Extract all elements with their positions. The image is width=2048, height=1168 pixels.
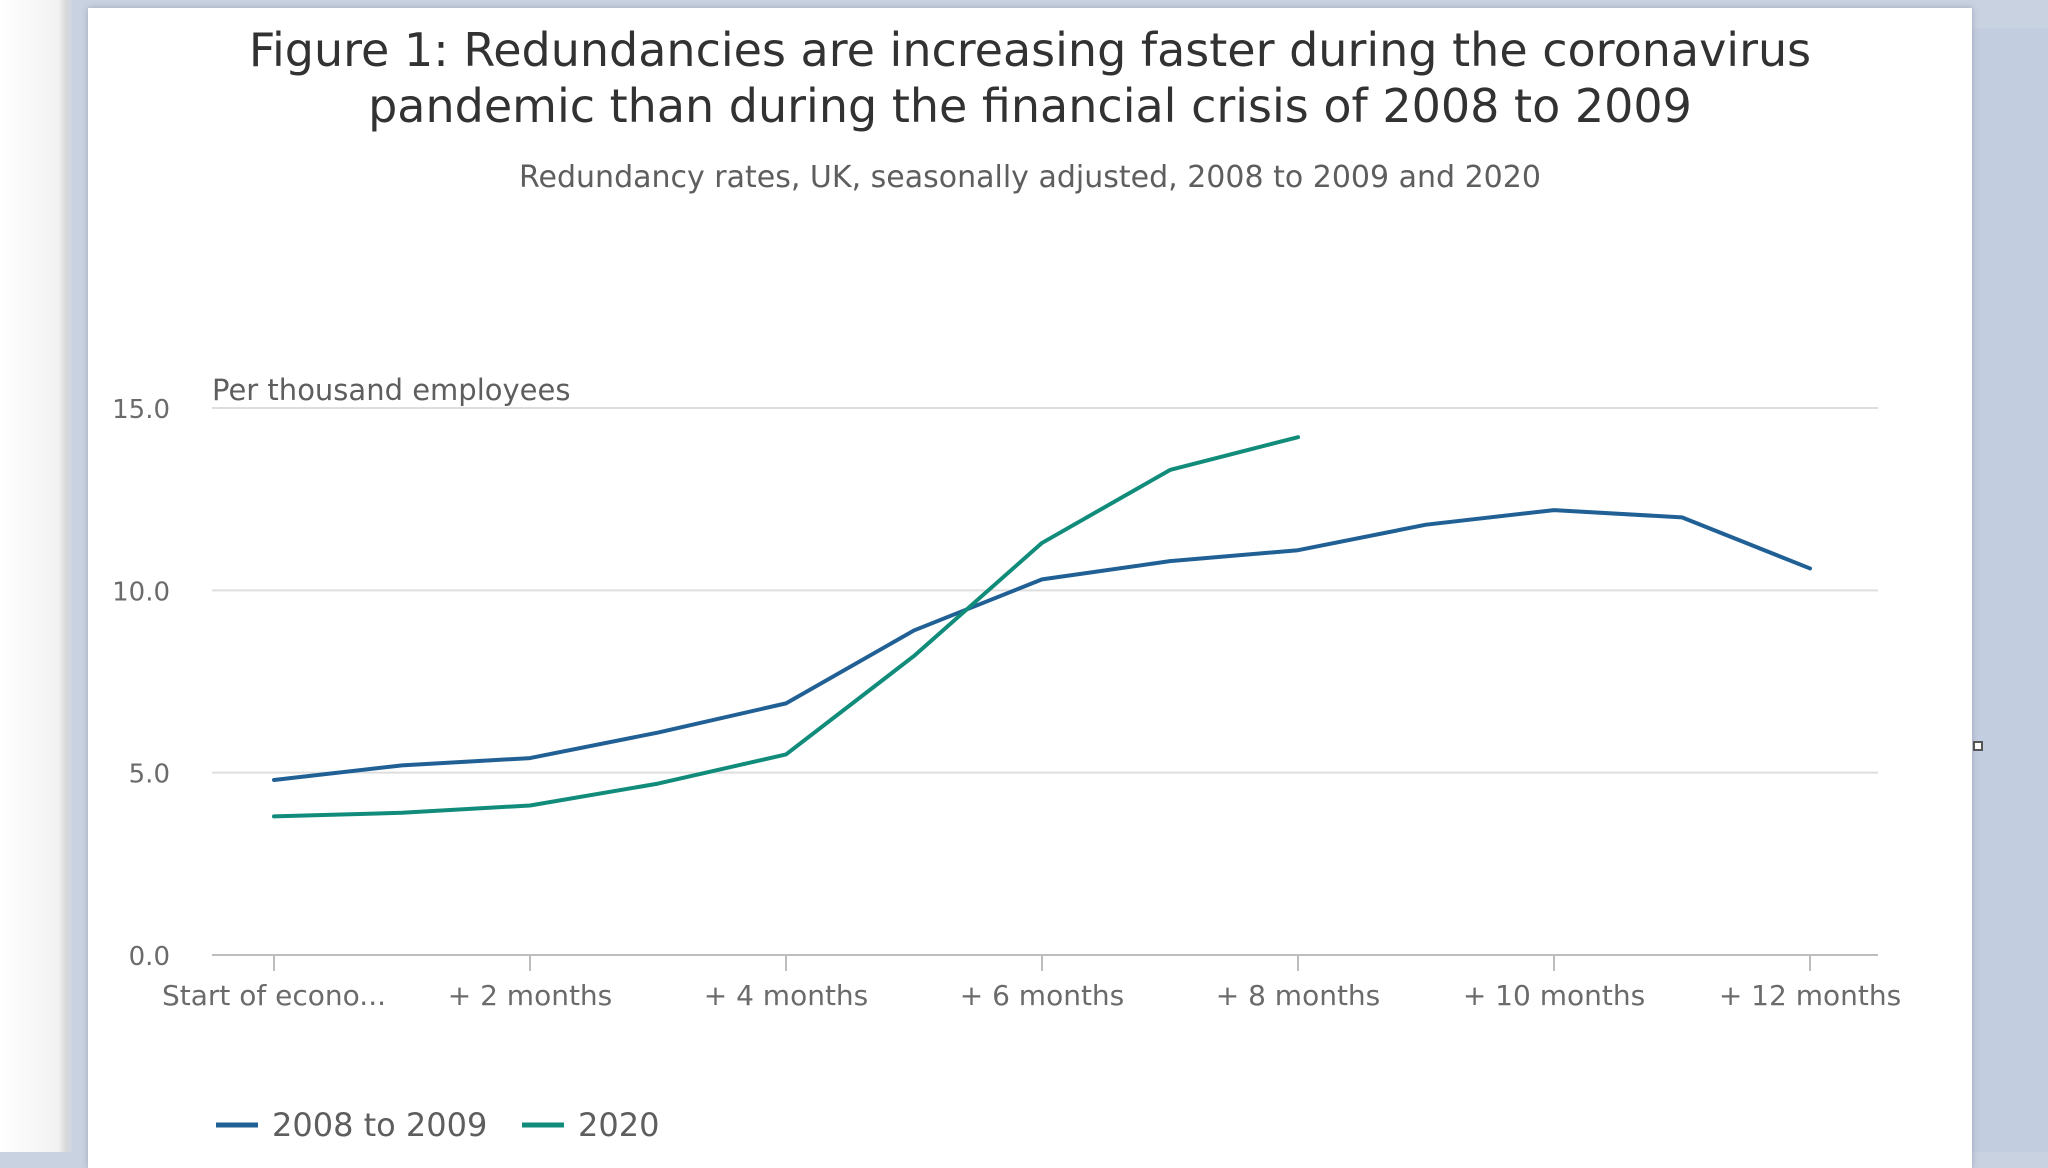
x-tick-label: + 4 months — [704, 979, 869, 1012]
legend-label-0: 2008 to 2009 — [272, 1106, 487, 1144]
window-left-edge — [0, 0, 72, 1152]
x-tick-label: + 6 months — [960, 979, 1125, 1012]
x-tick-label: + 10 months — [1463, 979, 1645, 1012]
resize-handle[interactable] — [1973, 741, 1983, 751]
chart-card — [88, 8, 1972, 1168]
series-line-0 — [272, 508, 1812, 782]
chart-title: Figure 1: Redundancies are increasing fa… — [88, 22, 1972, 134]
series-line-1 — [272, 435, 1300, 819]
y-axis-label: Per thousand employees — [212, 373, 570, 407]
y-tick-label: 5.0 — [129, 760, 170, 790]
x-tick-label: + 12 months — [1719, 979, 1901, 1012]
chart-title-line-1: Figure 1: Redundancies are increasing fa… — [248, 23, 1812, 77]
legend-label-1: 2020 — [578, 1106, 659, 1144]
chart-subtitle: Redundancy rates, UK, seasonally adjuste… — [519, 160, 1541, 195]
chart-title-line-2: pandemic than during the financial crisi… — [368, 79, 1692, 133]
y-tick-label: 0.0 — [129, 942, 170, 972]
y-tick-label: 15.0 — [112, 395, 170, 425]
x-tick-label: + 2 months — [448, 979, 613, 1012]
y-tick-label: 10.0 — [112, 577, 170, 607]
x-tick-label: Start of econo... — [162, 979, 386, 1012]
x-tick-label: + 8 months — [1216, 979, 1381, 1012]
right-side-panel — [1972, 28, 2048, 1152]
